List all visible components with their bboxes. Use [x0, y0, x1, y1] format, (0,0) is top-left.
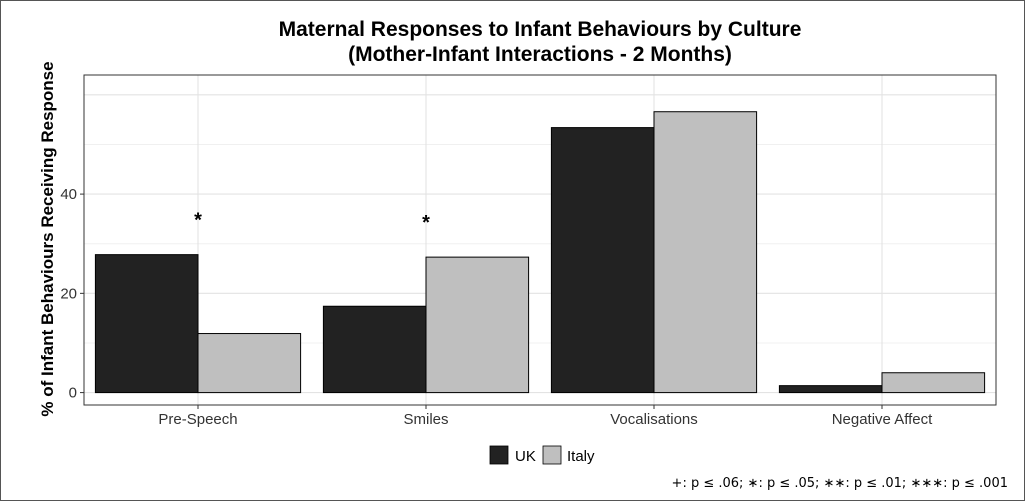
- significance-footnote: +: p ≤ .06; ∗: p ≤ .05; ∗∗: p ≤ .01; ∗∗∗…: [672, 476, 1008, 491]
- y-tick-label: 0: [69, 385, 77, 402]
- bars: [94, 111, 986, 394]
- bar-italy-vocalisations: [653, 111, 758, 394]
- bar-italy-smiles: [425, 256, 530, 394]
- plot-border: [83, 74, 997, 406]
- y-tick-label: 40: [60, 186, 77, 203]
- y-axis-label: % of Infant Behaviours Receiving Respons…: [38, 61, 57, 416]
- legend-label-italy: Italy: [567, 448, 595, 465]
- axes: 0 20 40 Pre-Speech Smiles Vocalisations Negati…: [60, 186, 933, 428]
- legend: UK Italy: [489, 445, 595, 465]
- x-tick-label: Vocalisations: [610, 411, 698, 428]
- chart-title-line-2: (Mother-Infant Interactions - 2 Months): [348, 43, 732, 66]
- significance-markers: * *: [194, 210, 430, 234]
- bar-uk-smiles: [322, 305, 427, 394]
- bar-italy-negative-affect: [881, 372, 986, 394]
- legend-swatch-uk: [489, 445, 509, 465]
- y-tick-label: 20: [60, 285, 77, 302]
- x-tick-label: Smiles: [403, 411, 448, 428]
- legend-swatch-italy: [542, 445, 562, 465]
- significance-marker: *: [422, 212, 430, 234]
- bar-uk-pre-speech: [94, 254, 199, 394]
- chart-title-line-1: Maternal Responses to Infant Behaviours …: [279, 18, 802, 41]
- bar-uk-negative-affect: [778, 385, 883, 394]
- bar-italy-pre-speech: [197, 333, 302, 394]
- legend-label-uk: UK: [515, 448, 536, 465]
- bar-uk-vocalisations: [550, 127, 655, 394]
- x-tick-label: Negative Affect: [832, 411, 933, 428]
- significance-marker: *: [194, 210, 202, 232]
- x-tick-label: Pre-Speech: [158, 411, 237, 428]
